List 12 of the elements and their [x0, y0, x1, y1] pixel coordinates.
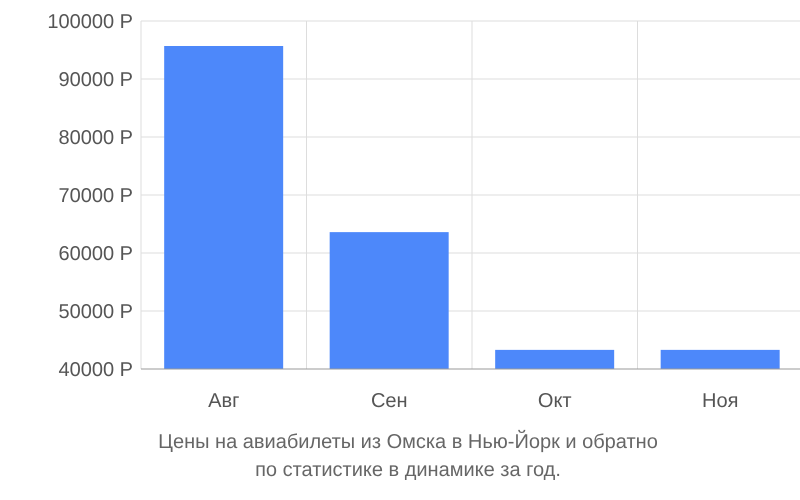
y-tick-label: 40000 Р — [58, 359, 133, 382]
y-tick-label: 60000 Р — [58, 243, 133, 266]
y-tick-label: 90000 Р — [58, 69, 133, 92]
y-tick-label: 70000 Р — [58, 185, 133, 208]
x-tick-label: Ноя — [702, 390, 738, 412]
x-tick-label: Окт — [538, 390, 572, 412]
y-tick-label: 80000 Р — [58, 127, 133, 150]
x-tick-label: Сен — [370, 390, 408, 412]
y-tick-label: 100000 Р — [47, 11, 133, 34]
x-tick-label: Авг — [208, 390, 240, 412]
text: Цены на авиабилеты из Омска в Нью-Йорк и обратно по статистике в динамике за год. — [157, 428, 659, 483]
y-tick-label: 50000 Р — [58, 301, 133, 324]
